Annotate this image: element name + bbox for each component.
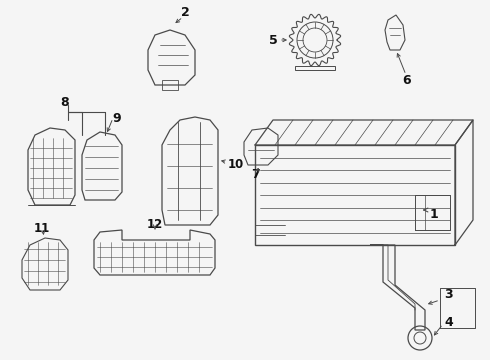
Text: 1: 1 <box>430 208 439 221</box>
Text: 6: 6 <box>403 73 411 86</box>
Text: 4: 4 <box>444 315 453 328</box>
Text: 10: 10 <box>228 158 244 171</box>
Text: 5: 5 <box>269 33 278 46</box>
Text: 9: 9 <box>112 112 121 125</box>
Text: 11: 11 <box>34 221 50 234</box>
Text: 12: 12 <box>147 217 163 230</box>
Text: 2: 2 <box>181 6 189 19</box>
Text: 3: 3 <box>444 288 453 302</box>
Text: 8: 8 <box>61 95 69 108</box>
Text: 7: 7 <box>250 168 259 181</box>
